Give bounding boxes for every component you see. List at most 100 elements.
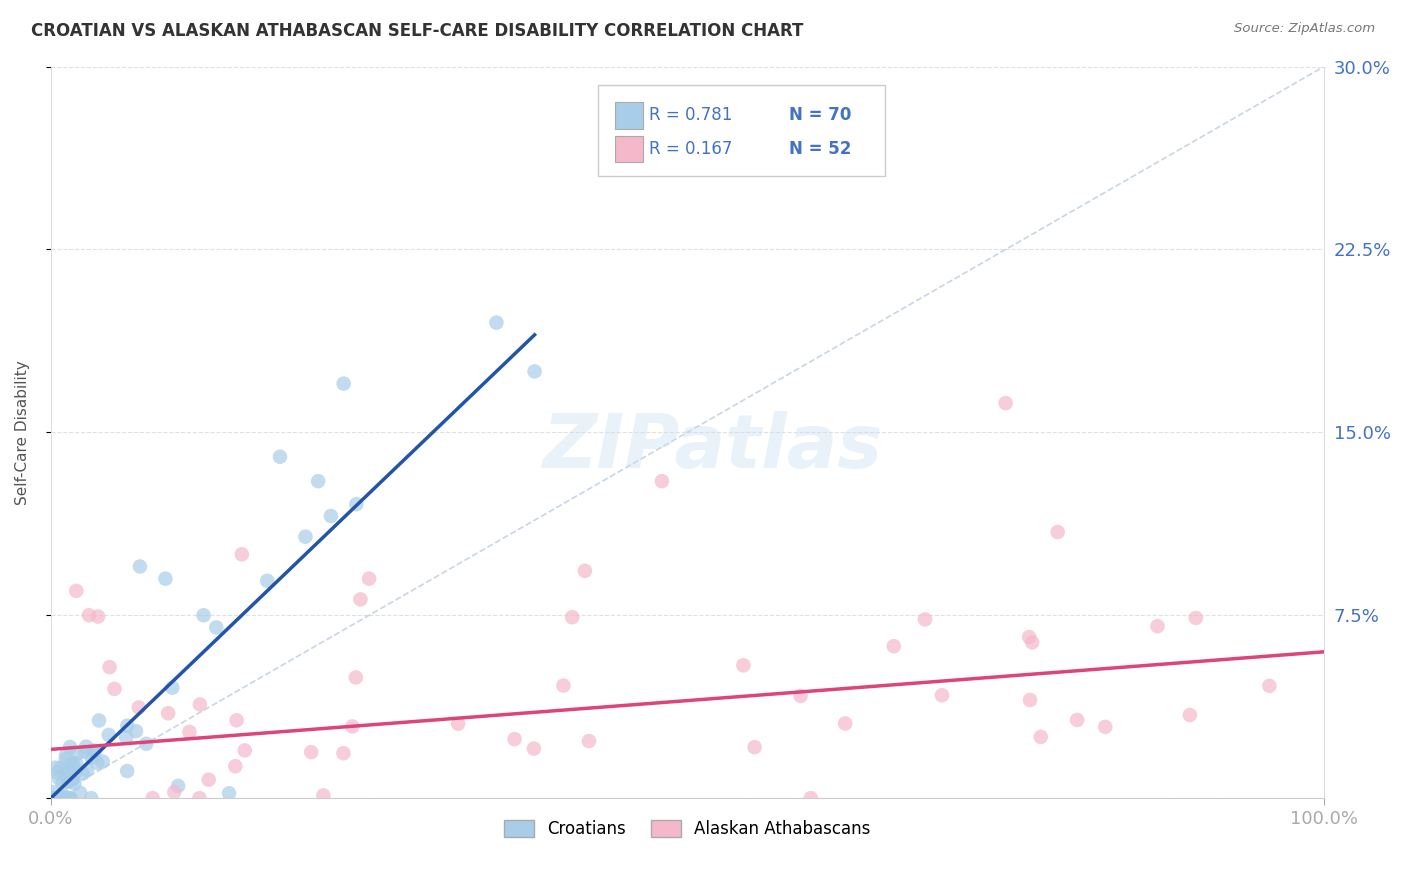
Point xyxy=(49,789,72,804)
Point xyxy=(83,743,105,757)
Point xyxy=(561,610,583,624)
Bar xyxy=(614,103,643,128)
Point xyxy=(80,750,103,764)
Point xyxy=(155,572,177,586)
Point xyxy=(65,583,87,598)
Point xyxy=(42,791,65,805)
Point xyxy=(162,681,184,695)
Text: R = 0.167: R = 0.167 xyxy=(650,140,733,158)
Point xyxy=(128,700,150,714)
Point xyxy=(651,474,673,488)
Point xyxy=(1018,630,1040,644)
Point xyxy=(231,547,253,561)
Point xyxy=(87,609,110,624)
Point xyxy=(332,376,354,391)
Point xyxy=(294,530,316,544)
Point xyxy=(523,741,546,756)
Point xyxy=(86,756,108,770)
Point xyxy=(224,759,246,773)
Point xyxy=(125,724,148,739)
Point xyxy=(73,745,96,759)
Point xyxy=(66,746,89,760)
Point xyxy=(553,679,575,693)
Point xyxy=(914,612,936,626)
Point xyxy=(135,737,157,751)
Point xyxy=(319,508,342,523)
Point xyxy=(205,620,228,634)
Legend: Croatians, Alaskan Athabascans: Croatians, Alaskan Athabascans xyxy=(498,814,877,845)
Point xyxy=(1258,679,1281,693)
Point xyxy=(197,772,219,787)
Point xyxy=(42,785,65,799)
Text: N = 52: N = 52 xyxy=(789,140,852,158)
FancyBboxPatch shape xyxy=(599,85,884,177)
Point xyxy=(218,786,240,800)
Point xyxy=(193,608,215,623)
Point xyxy=(51,791,73,805)
Point xyxy=(48,772,70,786)
Point xyxy=(59,762,82,776)
Point xyxy=(931,688,953,702)
Point xyxy=(58,763,80,777)
Point xyxy=(994,396,1017,410)
Point xyxy=(76,764,98,778)
Point xyxy=(179,724,201,739)
Point xyxy=(1021,635,1043,649)
Point xyxy=(55,752,77,766)
Point xyxy=(188,698,211,712)
Point xyxy=(117,718,139,732)
Point xyxy=(256,574,278,588)
Point xyxy=(77,608,100,623)
Point xyxy=(883,639,905,653)
Point xyxy=(87,714,110,728)
Point xyxy=(55,747,77,762)
Point xyxy=(46,790,69,805)
Point xyxy=(63,776,86,790)
Point xyxy=(59,739,82,754)
Point xyxy=(503,732,526,747)
Text: ZIPatlas: ZIPatlas xyxy=(543,410,883,483)
Point xyxy=(62,756,84,771)
Text: Source: ZipAtlas.com: Source: ZipAtlas.com xyxy=(1234,22,1375,36)
Point xyxy=(1185,611,1208,625)
Point xyxy=(834,716,856,731)
Point xyxy=(744,740,766,755)
Point xyxy=(41,791,63,805)
Point xyxy=(72,766,94,780)
Point xyxy=(485,316,508,330)
Point xyxy=(75,739,97,754)
Text: N = 70: N = 70 xyxy=(789,106,852,125)
Point xyxy=(733,658,755,673)
Point xyxy=(523,364,546,378)
Y-axis label: Self-Care Disability: Self-Care Disability xyxy=(15,360,30,505)
Point xyxy=(44,761,66,775)
Point xyxy=(65,756,87,771)
Point xyxy=(129,559,152,574)
Point xyxy=(1094,720,1116,734)
Point xyxy=(56,773,79,788)
Point xyxy=(60,760,83,774)
Point xyxy=(97,728,120,742)
Point xyxy=(48,791,70,805)
Point xyxy=(63,763,86,777)
Point xyxy=(349,592,371,607)
Point xyxy=(1029,730,1052,744)
Point xyxy=(1046,524,1069,539)
Point xyxy=(115,764,138,778)
Point xyxy=(84,744,107,758)
Point xyxy=(103,681,125,696)
Point xyxy=(53,791,76,805)
Point xyxy=(59,791,82,805)
Point xyxy=(574,564,596,578)
Point xyxy=(167,779,190,793)
Point xyxy=(91,755,114,769)
Point xyxy=(307,474,329,488)
Point xyxy=(49,761,72,775)
Point xyxy=(115,731,138,745)
Point xyxy=(55,767,77,781)
Point xyxy=(359,572,381,586)
Point xyxy=(299,745,322,759)
Point xyxy=(344,497,367,511)
Point xyxy=(98,660,121,674)
Point xyxy=(188,791,211,805)
